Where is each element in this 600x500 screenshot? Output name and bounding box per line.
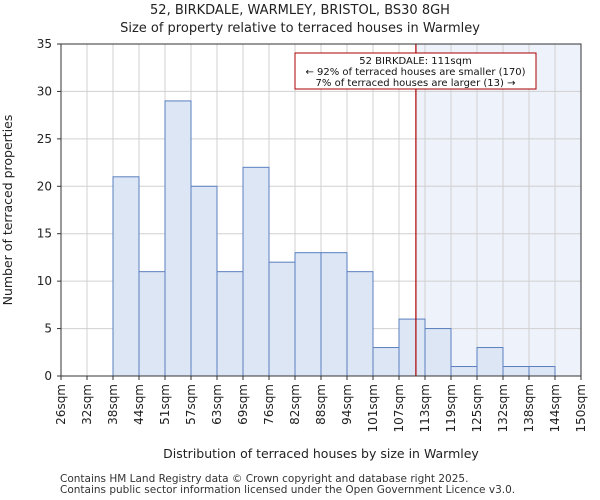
- x-axis-label: Distribution of terraced houses by size …: [163, 446, 479, 461]
- x-tick-label: 88sqm: [314, 384, 328, 425]
- x-tick-label: 119sqm: [444, 384, 458, 432]
- bar-94sqm: [346, 271, 374, 377]
- x-tick-label: 138sqm: [522, 384, 536, 432]
- footer-line-1: Contains HM Land Registry data © Crown c…: [60, 473, 469, 485]
- bar-chart: 0 5 10 15 20 25 30 35 26sqm 32sqm 38sqm 44sqm 51sqm 5…: [0, 37, 588, 461]
- bar-113sqm: [424, 328, 452, 377]
- y-tick-label: 20: [37, 179, 52, 193]
- x-tick-label: 82sqm: [288, 384, 302, 425]
- x-tick-label: 101sqm: [366, 384, 380, 432]
- bar-125sqm: [476, 347, 504, 377]
- x-tick-label: 132sqm: [496, 384, 510, 432]
- bar-44sqm: [138, 271, 166, 377]
- x-tick-label: 113sqm: [418, 384, 432, 432]
- x-tick-label: 32sqm: [80, 384, 94, 425]
- x-tick-label: 63sqm: [210, 384, 224, 425]
- bar-76sqm: [268, 261, 296, 377]
- y-tick-label: 5: [44, 322, 52, 336]
- x-tick-label: 57sqm: [184, 384, 198, 425]
- annotation-line-2: ← 92% of terraced houses are smaller (17…: [305, 67, 525, 78]
- bar-63sqm: [216, 271, 244, 377]
- x-tick-label: 94sqm: [340, 384, 354, 425]
- x-tick-label: 44sqm: [132, 384, 146, 425]
- y-tick-label: 0: [44, 369, 52, 383]
- y-tick-label: 15: [37, 227, 52, 241]
- x-tick-label: 125sqm: [470, 384, 484, 432]
- y-tick-label: 30: [37, 84, 52, 98]
- x-tick-label: 144sqm: [548, 384, 562, 432]
- bar-51sqm: [164, 100, 192, 377]
- bar-101sqm: [372, 347, 400, 377]
- x-tick-label: 26sqm: [54, 384, 68, 425]
- chart-subtitle: Size of property relative to terraced ho…: [120, 21, 480, 36]
- annotation-line-1: 52 BIRKDALE: 111sqm: [359, 56, 471, 67]
- x-tick-label: 51sqm: [158, 384, 172, 425]
- x-tick-label: 69sqm: [236, 384, 250, 425]
- bar-57sqm: [190, 185, 218, 377]
- annotation-box: [294, 52, 537, 90]
- bar-107sqm: [398, 318, 426, 377]
- bar-119sqm: [450, 366, 478, 377]
- annotation-line-3: 7% of terraced houses are larger (13) →: [316, 78, 516, 89]
- y-tick-label: 25: [37, 132, 52, 146]
- footer-line-2: Contains public sector information licen…: [60, 484, 516, 496]
- bar-132sqm: [502, 366, 530, 377]
- bar-82sqm: [294, 252, 322, 377]
- highlight-region: [415, 44, 581, 376]
- x-tick-label: 150sqm: [574, 384, 588, 432]
- x-tick-label: 107sqm: [392, 384, 406, 432]
- bar-138sqm: [528, 366, 556, 377]
- bar-88sqm: [320, 252, 348, 377]
- chart-title: 52, BIRKDALE, WARMLEY, BRISTOL, BS30 8GH: [150, 3, 450, 18]
- y-axis-label: Number of terraced properties: [0, 115, 15, 306]
- bar-38sqm: [112, 176, 140, 377]
- y-tick-label: 10: [37, 274, 52, 288]
- y-tick-label: 35: [37, 37, 52, 51]
- bar-69sqm: [242, 166, 270, 377]
- x-tick-label: 38sqm: [106, 384, 120, 425]
- x-tick-label: 76sqm: [262, 384, 276, 425]
